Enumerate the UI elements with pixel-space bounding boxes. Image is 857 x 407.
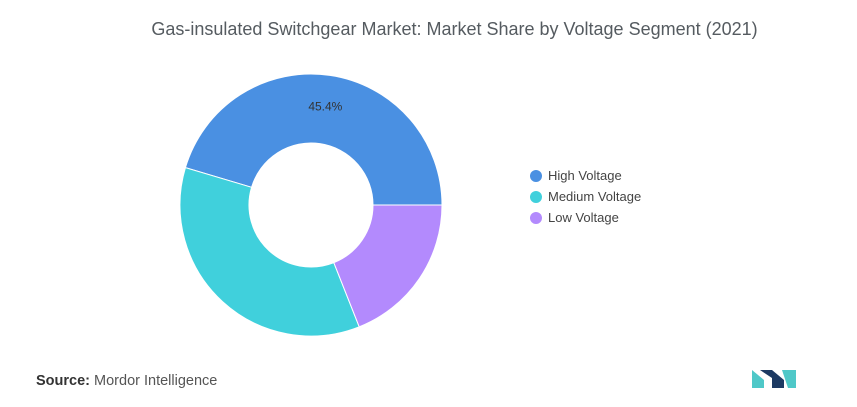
legend-label-high-voltage: High Voltage bbox=[548, 168, 622, 183]
legend-swatch-low-voltage bbox=[530, 211, 542, 224]
legend-swatch-high-voltage bbox=[530, 169, 542, 182]
legend-item-high-voltage[interactable]: High Voltage bbox=[530, 165, 641, 186]
legend-label-medium-voltage: Medium Voltage bbox=[548, 189, 642, 204]
mordor-intelligence-logo bbox=[752, 370, 796, 388]
slice-medium-voltage[interactable] bbox=[179, 167, 360, 337]
donut-slices bbox=[179, 73, 443, 337]
legend-label-low-voltage: Low Voltage bbox=[548, 210, 619, 225]
slice-high-voltage[interactable] bbox=[184, 73, 443, 206]
legend-item-medium-voltage[interactable]: Medium Voltage bbox=[530, 186, 641, 207]
chart-legend: High Voltage Medium Voltage Low Voltage bbox=[530, 165, 641, 228]
source-note: Source: Mordor Intelligence bbox=[36, 373, 217, 389]
chart-title: Gas-insulated Switchgear Market: Market … bbox=[151, 19, 758, 39]
data-label-high-voltage: 45.4% bbox=[308, 100, 342, 114]
source-text: Mordor Intelligence bbox=[94, 373, 218, 389]
slice-low-voltage[interactable] bbox=[333, 204, 443, 328]
legend-item-low-voltage[interactable]: Low Voltage bbox=[530, 207, 641, 228]
donut-labels: 45.4% bbox=[308, 100, 342, 114]
source-label: Source: bbox=[36, 373, 90, 389]
legend-swatch-medium-voltage bbox=[530, 190, 542, 203]
